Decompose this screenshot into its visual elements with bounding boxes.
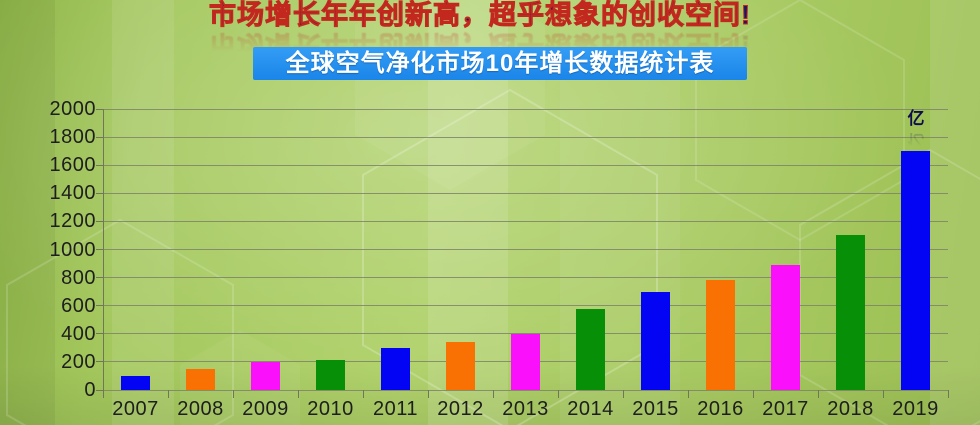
- y-tick: [96, 305, 103, 307]
- gridline: [103, 164, 948, 166]
- x-tick: [362, 390, 364, 398]
- x-tick-label: 2019: [892, 398, 939, 420]
- x-tick: [232, 390, 234, 398]
- y-tick: [96, 361, 103, 363]
- gridline: [103, 136, 948, 138]
- y-tick: [96, 164, 103, 166]
- y-tick-label: 600: [61, 294, 96, 317]
- gridline: [103, 305, 948, 307]
- bar-2015: [641, 291, 670, 390]
- y-tick: [96, 333, 103, 335]
- y-tick-label: 0: [84, 379, 96, 401]
- y-tick-label: 800: [61, 266, 96, 289]
- x-tick-label: 2010: [307, 398, 354, 420]
- bar-2013: [511, 333, 540, 390]
- x-tick-label: 2007: [112, 398, 159, 420]
- x-tick: [492, 390, 494, 398]
- y-axis-line: [103, 109, 104, 398]
- y-tick: [96, 249, 103, 250]
- y-tick-label: 1800: [49, 126, 96, 149]
- y-tick-label: 200: [61, 350, 96, 373]
- bar-2012: [446, 342, 475, 390]
- y-tick-label: 1600: [49, 154, 96, 177]
- y-tick: [96, 192, 103, 194]
- x-tick-label: 2009: [242, 398, 289, 420]
- y-tick: [96, 108, 103, 110]
- x-tick: [102, 390, 104, 398]
- x-tick-label: 2018: [827, 398, 874, 420]
- y-tick-label: 2000: [49, 98, 96, 120]
- y-tick-label: 1200: [49, 210, 96, 233]
- x-tick-label: 2012: [437, 398, 484, 420]
- gridline: [103, 192, 948, 194]
- x-tick: [557, 390, 559, 398]
- x-tick: [427, 390, 429, 398]
- bar-2014: [576, 308, 605, 390]
- x-tick-label: 2017: [762, 398, 809, 420]
- gridline: [103, 277, 948, 279]
- unit-label: 亿: [907, 109, 925, 128]
- x-tick-label: 2013: [502, 398, 549, 420]
- y-tick-label: 1000: [49, 238, 96, 261]
- x-tick: [752, 390, 754, 398]
- chart-subtitle-banner: 全球空气净化市场10年增长数据统计表: [253, 47, 747, 80]
- x-tick-label: 2015: [632, 398, 679, 420]
- x-tick: [622, 390, 624, 398]
- x-tick-label: 2014: [567, 398, 614, 420]
- bar-2007: [121, 375, 150, 390]
- gridline: [103, 220, 948, 222]
- x-tick: [167, 390, 169, 398]
- y-tick: [96, 389, 103, 391]
- unit-label-reflection: 亿: [907, 131, 925, 150]
- x-tick: [882, 390, 884, 398]
- gridline: [103, 249, 948, 250]
- y-tick: [96, 220, 103, 222]
- bar-2017: [771, 264, 800, 390]
- x-tick: [947, 390, 949, 398]
- x-axis-baseline: [103, 389, 948, 391]
- bar-2019: [901, 151, 930, 390]
- bar-2011: [381, 347, 410, 390]
- x-tick-label: 2008: [177, 398, 224, 420]
- bar-2008: [186, 368, 215, 390]
- y-tick: [96, 136, 103, 138]
- bar-2010: [316, 360, 345, 390]
- page-title: 市场增长年年创新高，超乎想象的创收空间!: [209, 0, 751, 30]
- x-tick-label: 2016: [697, 398, 744, 420]
- gridline: [103, 108, 948, 110]
- x-tick-label: 2011: [372, 398, 418, 420]
- y-tick-label: 1400: [49, 182, 96, 205]
- y-tick: [96, 277, 103, 279]
- x-tick: [297, 390, 299, 398]
- bar-2009: [251, 361, 280, 390]
- y-tick-label: 400: [61, 322, 96, 345]
- x-tick: [817, 390, 819, 398]
- bar-2016: [706, 280, 735, 390]
- bar-2018: [836, 235, 865, 390]
- x-tick: [687, 390, 689, 398]
